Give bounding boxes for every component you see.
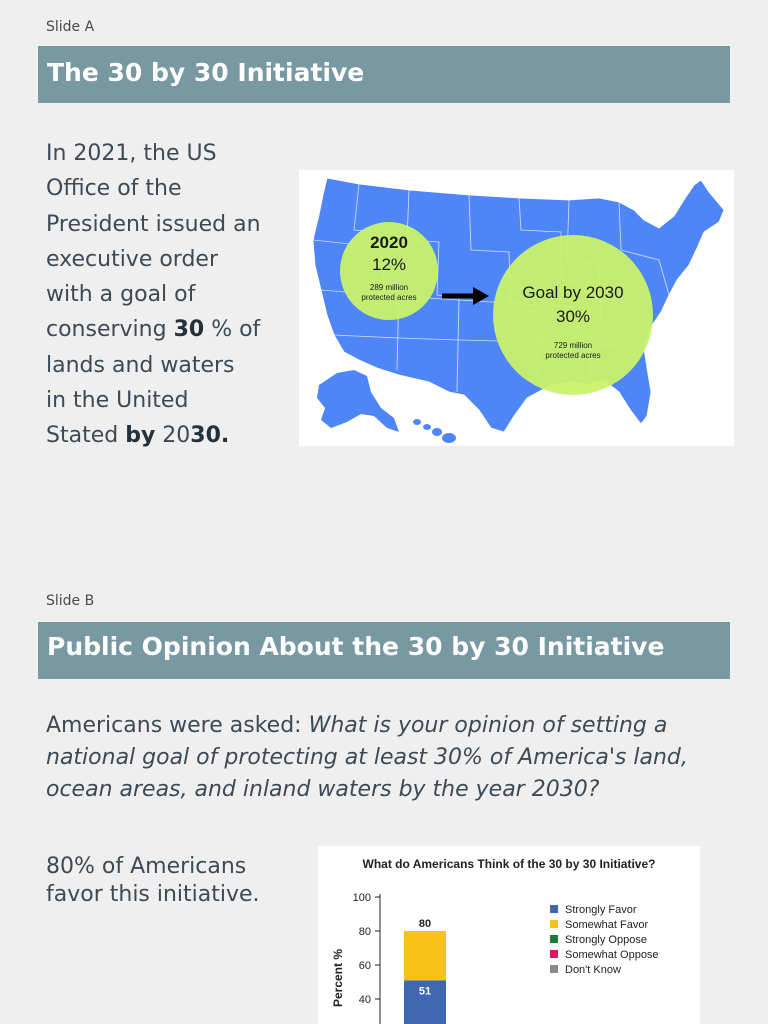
arrow-icon [442, 287, 489, 305]
chart-title: What do Americans Think of the 30 by 30 … [363, 857, 656, 871]
legend-label: Strongly Favor [565, 904, 637, 916]
legend-swatch [550, 965, 558, 973]
legend-label: Somewhat Favor [565, 919, 648, 931]
legend-swatch [550, 935, 558, 943]
legend-swatch [550, 905, 558, 913]
circle-2020-pct: 12% [372, 255, 406, 274]
legend-label: Don't Know [565, 964, 621, 976]
us-map-svg: 2020 12% 289 million protected acres Goa… [312, 177, 725, 443]
body-bold-by: by [125, 423, 156, 449]
question-prefix: Americans were asked: [46, 713, 309, 738]
y-tick-label: 60 [359, 960, 371, 972]
slide-a-body: In 2021, the US Office of the President … [46, 136, 261, 454]
slide-b-label: Slide B [46, 593, 95, 609]
circle-2030 [493, 235, 653, 395]
data-label-strongly-favor: 51 [419, 985, 431, 997]
circle-2020-year: 2020 [370, 233, 408, 252]
bar-segment-somewhat-favor [404, 931, 446, 981]
body-text-1: In 2021, the US Office of the President … [46, 141, 261, 343]
body-text-2: % of lands and waters in the United Stat… [46, 317, 261, 449]
body-text-3: 20 [155, 423, 191, 449]
circle-2030-pct: 30% [556, 307, 590, 326]
y-tick-label: 40 [359, 994, 371, 1006]
circle-2020 [340, 222, 438, 320]
y-tick-label: 100 [353, 892, 371, 904]
question-italic: What is your opinion of setting a nation… [46, 713, 688, 802]
circle-2020-sub2: protected acres [361, 293, 416, 302]
y-tick-label: 80 [359, 926, 371, 938]
hawaii-shape [413, 419, 456, 443]
survey-question: Americans were asked: What is your opini… [46, 710, 726, 806]
circle-2030-sub2: protected acres [545, 351, 600, 360]
slide-a-label: Slide A [46, 19, 95, 35]
alaska-shape [317, 370, 399, 432]
opinion-chart: What do Americans Think of the 30 by 30 … [318, 846, 700, 1024]
legend-swatch [550, 920, 558, 928]
legend-swatch [550, 950, 558, 958]
us-map-figure: 2020 12% 289 million protected acres Goa… [299, 170, 734, 446]
circle-2030-sub1: 729 million [554, 341, 592, 350]
slide-b-title: Public Opinion About the 30 by 30 Initia… [38, 622, 730, 679]
bar-segment-strongly-favor [404, 980, 446, 1024]
legend-label: Somewhat Oppose [565, 949, 659, 961]
opinion-chart-svg: What do Americans Think of the 30 by 30 … [331, 857, 659, 1024]
circle-2020-sub1: 289 million [370, 283, 408, 292]
body-bold-30: 30 [173, 317, 205, 343]
body-bold-30-end: 30. [190, 423, 230, 449]
legend-label: Strongly Oppose [565, 934, 647, 946]
favor-summary: 80% of Americans favor this initiative. [46, 854, 260, 907]
data-label-total-favor: 80 [419, 918, 431, 930]
chart-y-axis-label: Percent % [331, 949, 345, 1007]
slide-a-title: The 30 by 30 Initiative [38, 46, 730, 103]
circle-2030-title: Goal by 2030 [522, 283, 623, 302]
